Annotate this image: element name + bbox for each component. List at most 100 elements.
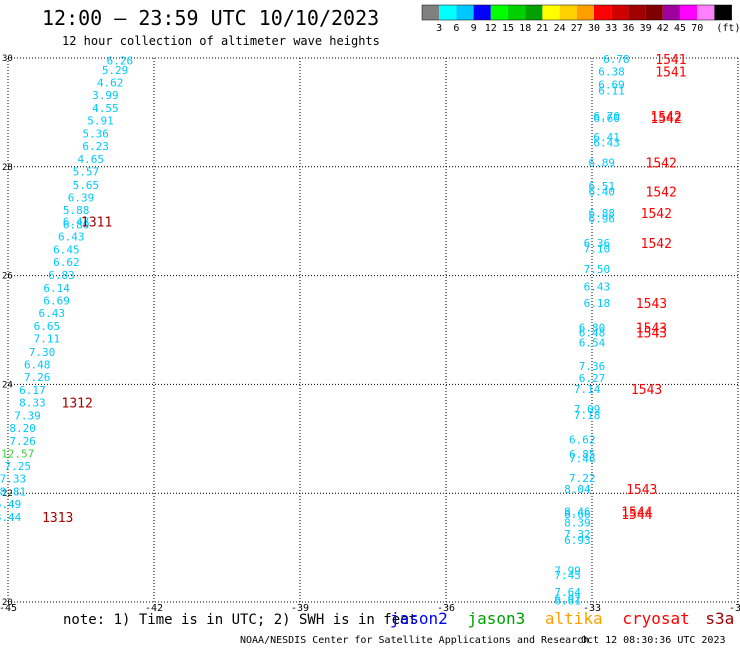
colorbar-label: 24	[554, 23, 566, 34]
swh-value: 6.51	[588, 180, 615, 193]
y-tick-label: 24	[2, 380, 13, 390]
colorbar-swatch	[645, 5, 663, 20]
swh-value: 5.91	[87, 115, 114, 128]
colorbar-swatch	[439, 5, 457, 20]
swh-value: 6.43	[39, 307, 66, 320]
swh-value: 7.26	[24, 371, 51, 384]
swh-value: 5.88	[63, 204, 90, 217]
swh-value: 6.61	[554, 594, 581, 607]
swh-value: 6.26	[107, 55, 134, 68]
swh-value: 6.27	[579, 372, 606, 385]
pass-number: 1542	[641, 237, 672, 252]
swh-value: 6.11	[598, 85, 625, 98]
swh-value: 6.60	[593, 112, 620, 125]
swh-value: 7.30	[29, 346, 56, 359]
swh-value: 7.50	[584, 263, 611, 276]
swh-value: 8.33	[19, 396, 46, 409]
swh-value: 7.45	[554, 569, 581, 582]
pass-number: 1543	[636, 321, 667, 336]
swh-value: 6.92	[554, 593, 581, 606]
pass-number: 1544	[621, 506, 652, 521]
swh-value: 6.70	[593, 110, 620, 123]
pass-number: 1543	[631, 383, 662, 398]
y-tick-label: 30	[2, 54, 13, 64]
swh-value: 6.17	[19, 384, 46, 397]
swh-value: 7.11	[34, 333, 61, 346]
swh-value: 6.69	[43, 295, 70, 308]
swh-value: 6.47	[63, 216, 90, 229]
pass-number: 1312	[62, 396, 93, 411]
pass-number: 1543	[626, 483, 657, 498]
swh-value: 5.29	[102, 64, 129, 77]
swh-value: 6.80	[579, 321, 606, 334]
swh-value: 8.66	[564, 508, 591, 521]
pass-number: 1542	[641, 207, 672, 222]
pass-number: 1543	[636, 327, 667, 342]
colorbar-label: 18	[519, 23, 531, 34]
swh-value: 6.54	[579, 337, 606, 350]
swh-value: 6.43	[58, 230, 85, 243]
y-tick-label: 26	[2, 272, 13, 282]
swh-value: 6.41	[593, 131, 620, 144]
pass-number: 1311	[81, 216, 112, 231]
pass-number: 1542	[650, 110, 681, 125]
swh-value: 6.80	[63, 218, 90, 231]
swh-value: 8.46	[564, 506, 591, 519]
swh-value: 5.65	[73, 179, 100, 192]
swh-value: 6.23	[82, 140, 109, 153]
colorbar-label: 21	[536, 23, 548, 34]
swh-value: 7.09	[574, 403, 601, 416]
y-tick-label: 22	[2, 489, 13, 499]
swh-value: 5.57	[73, 166, 100, 179]
swh-value: 4.62	[97, 76, 124, 89]
colorbar-swatch	[508, 5, 526, 20]
colorbar-swatch	[697, 5, 715, 20]
pass-number: 1541	[655, 66, 686, 81]
colorbar-swatch	[525, 5, 543, 20]
legend-s3a: s3a	[705, 609, 735, 628]
swh-value: 6.62	[569, 433, 596, 446]
swh-value: 6.62	[53, 256, 80, 269]
footer-note: note: 1) Time is in UTC; 2) SWH is in fe…	[63, 612, 418, 628]
colorbar-swatch	[628, 5, 646, 20]
footer-credit: NOAA/NESDIS Center for Satellite Applica…	[240, 635, 590, 646]
swh-value: 7.10	[584, 242, 611, 255]
x-tick-label: -39	[291, 603, 309, 614]
swh-value: 7.18	[574, 409, 601, 422]
swh-value: 6.48	[579, 327, 606, 340]
swh-value: 6.85	[569, 448, 596, 461]
swh-value: 6.88	[588, 207, 615, 220]
x-tick-label: -42	[145, 603, 163, 614]
colorbar-swatch	[611, 5, 629, 20]
colorbar-label: 15	[502, 23, 514, 34]
colorbar-label: 12	[485, 23, 497, 34]
swh-value: 8.81	[0, 486, 26, 499]
swh-value: 6.39	[68, 191, 95, 204]
colorbar-label: 36	[622, 23, 634, 34]
x-tick-label: -45	[0, 603, 17, 614]
swh-value: 7.99	[554, 564, 581, 577]
colorbar-label: 42	[657, 23, 669, 34]
x-tick-label: -30	[729, 603, 740, 614]
legend-jason3: jason3	[467, 609, 526, 628]
swh-value: 6.45	[53, 243, 80, 256]
colorbar-label: 3	[436, 23, 442, 34]
colorbar-label: 27	[571, 23, 583, 34]
swh-value: 7.39	[14, 409, 41, 422]
colorbar-swatch	[473, 5, 491, 20]
data-points: 6.265.294.623.994.555.915.366.234.655.57…	[0, 53, 630, 607]
footer-timestamp: Oct 12 08:30:36 UTC 2023	[581, 635, 726, 646]
colorbar-label: 33	[605, 23, 617, 34]
colorbar-label: (ft)	[716, 23, 740, 34]
colorbar-label: 30	[588, 23, 600, 34]
satellite-legend: jason2 jason3 altika cryosat s3a	[390, 609, 734, 628]
colorbar-swatch	[714, 5, 732, 20]
colorbar-border	[421, 4, 732, 21]
swh-value: 6.69	[598, 79, 625, 92]
colorbar-swatch	[594, 5, 612, 20]
swh-value: 5.36	[82, 128, 109, 141]
swh-value: 7.26	[9, 435, 36, 448]
colorbar-swatch	[680, 5, 698, 20]
pass-number: 1542	[646, 185, 677, 200]
swh-value: 6.18	[584, 297, 611, 310]
